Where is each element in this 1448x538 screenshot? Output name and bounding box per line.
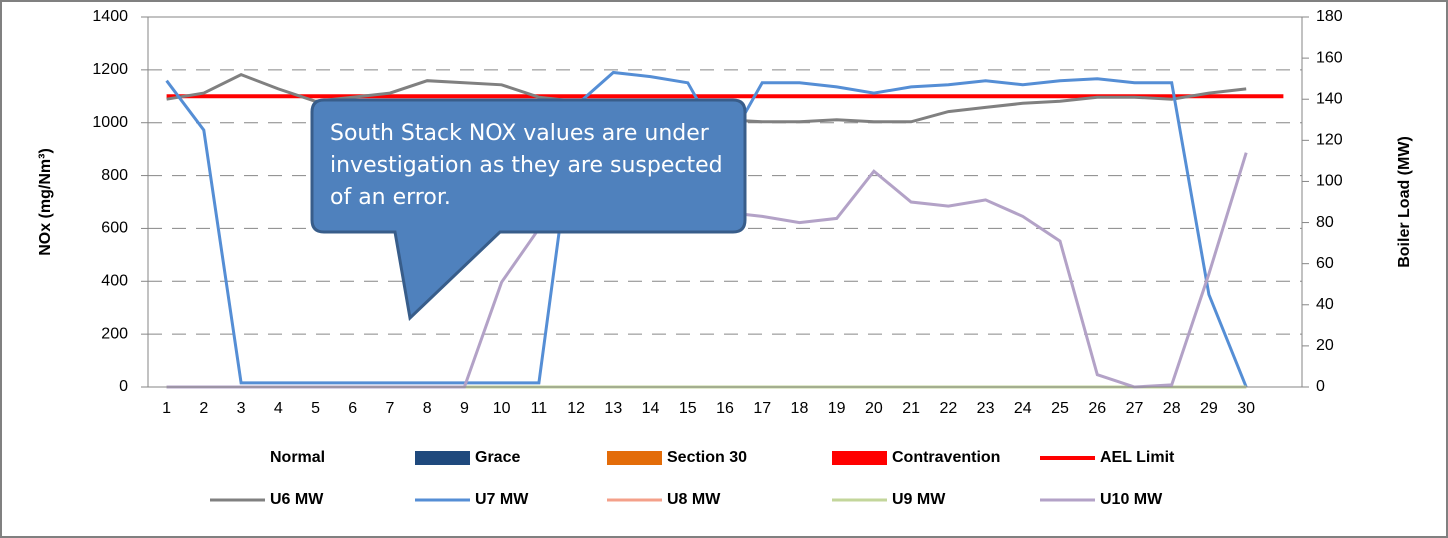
y2-axis-title: Boiler Load (MW) xyxy=(1396,136,1413,268)
x-tick-label: 5 xyxy=(311,400,320,417)
y-tick-label: 0 xyxy=(119,378,128,395)
legend-label: AEL Limit xyxy=(1100,449,1175,466)
x-tick-label: 18 xyxy=(791,400,809,417)
x-tick-label: 9 xyxy=(460,400,469,417)
legend-label: U9 MW xyxy=(892,491,946,508)
legend-label: Grace xyxy=(475,449,520,466)
legend-label: U7 MW xyxy=(475,491,529,508)
y-tick-label: 1200 xyxy=(92,61,128,78)
callout xyxy=(310,98,747,322)
legend-swatch xyxy=(607,451,662,465)
x-tick-label: 8 xyxy=(423,400,432,417)
y2-tick-label: 40 xyxy=(1316,296,1334,313)
y-tick-label: 600 xyxy=(101,220,128,237)
x-tick-label: 15 xyxy=(679,400,697,417)
x-tick-label: 28 xyxy=(1163,400,1181,417)
x-tick-label: 22 xyxy=(939,400,957,417)
x-tick-label: 25 xyxy=(1051,400,1069,417)
y-tick-label: 1000 xyxy=(92,114,128,131)
y2-tick-label: 180 xyxy=(1316,8,1343,25)
legend-label: U6 MW xyxy=(270,491,324,508)
x-tick-label: 2 xyxy=(199,400,208,417)
x-tick-label: 10 xyxy=(493,400,511,417)
y2-tick-label: 160 xyxy=(1316,49,1343,66)
y-tick-label: 400 xyxy=(101,273,128,290)
y-tick-label: 800 xyxy=(101,167,128,184)
y-tick-label: 200 xyxy=(101,325,128,342)
y2-tick-label: 20 xyxy=(1316,337,1334,354)
legend-label: U10 MW xyxy=(1100,491,1163,508)
x-tick-label: 26 xyxy=(1088,400,1106,417)
y-axis-title: NOx (mg/Nm³) xyxy=(37,148,54,256)
y2-tick-label: 60 xyxy=(1316,255,1334,272)
x-tick-label: 16 xyxy=(716,400,734,417)
annotation: South Stack NOX values are under investi… xyxy=(330,121,723,210)
x-tick-label: 23 xyxy=(977,400,995,417)
x-tick-label: 29 xyxy=(1200,400,1218,417)
legend-label: Section 30 xyxy=(667,449,747,466)
x-tick-label: 3 xyxy=(237,400,246,417)
legend-swatch xyxy=(832,451,887,465)
x-tick-label: 7 xyxy=(386,400,395,417)
x-tick-label: 21 xyxy=(902,400,920,417)
x-tick-label: 17 xyxy=(753,400,771,417)
legend-swatch xyxy=(415,451,470,465)
x-tick-label: 27 xyxy=(1126,400,1144,417)
x-tick-label: 30 xyxy=(1237,400,1255,417)
x-tick-label: 12 xyxy=(567,400,585,417)
x-tick-label: 11 xyxy=(531,400,548,417)
x-tick-label: 6 xyxy=(348,400,357,417)
x-tick-label: 4 xyxy=(274,400,283,417)
x-tick-label: 14 xyxy=(642,400,660,417)
y2-tick-label: 0 xyxy=(1316,378,1325,395)
y2-tick-label: 120 xyxy=(1316,132,1343,149)
x-tick-label: 1 xyxy=(162,400,171,417)
legend-label: Contravention xyxy=(892,449,1000,466)
legend-label: U8 MW xyxy=(667,491,721,508)
y-tick-label: 1400 xyxy=(92,8,128,25)
y2-tick-label: 80 xyxy=(1316,214,1334,231)
y2-tick-label: 100 xyxy=(1316,173,1343,190)
legend-label: Normal xyxy=(270,449,325,466)
plot-border xyxy=(147,16,1303,388)
x-tick-label: 13 xyxy=(604,400,622,417)
x-tick-label: 20 xyxy=(865,400,883,417)
x-tick-label: 24 xyxy=(1014,400,1032,417)
legend-swatch xyxy=(210,451,265,465)
x-tick-label: 19 xyxy=(828,400,846,417)
y2-tick-label: 140 xyxy=(1316,90,1343,107)
